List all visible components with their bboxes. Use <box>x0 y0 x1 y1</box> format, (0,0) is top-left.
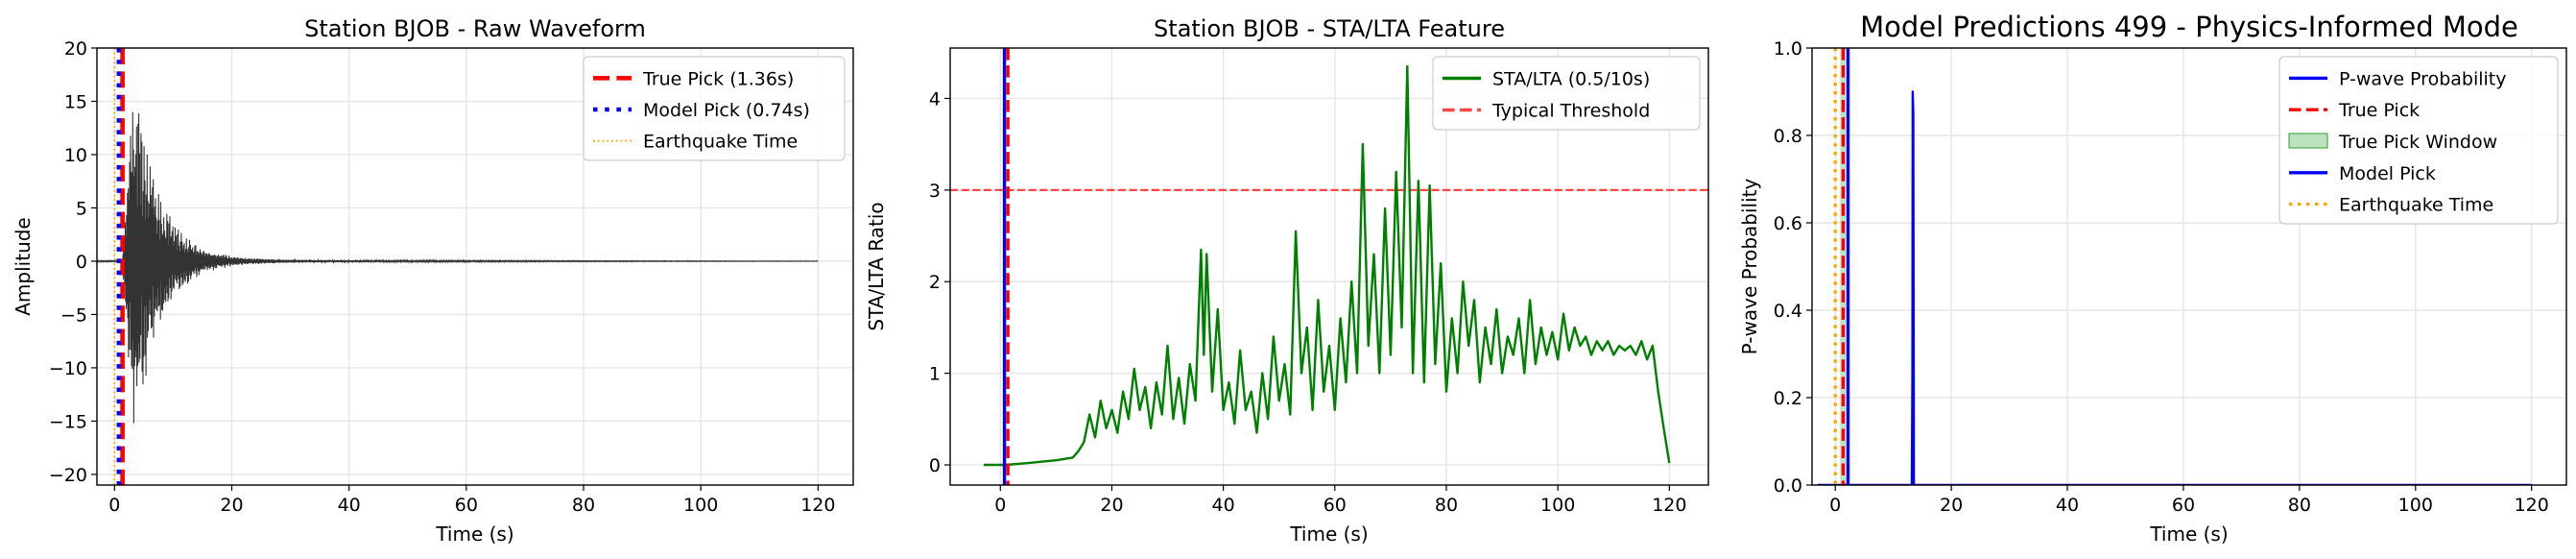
x-axis-label: Time (s) <box>2149 523 2228 546</box>
legend-label: P-wave Probability <box>2339 68 2507 89</box>
legend-label: Typical Threshold <box>1491 101 1650 122</box>
x-axis-label: Time (s) <box>1289 523 1368 546</box>
y-tick-label: 0.0 <box>1774 475 1802 497</box>
legend-label: STA/LTA (0.5/10s) <box>1492 69 1650 90</box>
x-tick-label: 120 <box>800 495 835 516</box>
x-tick-label: 40 <box>1212 495 1235 516</box>
chart-panel-2: 0 20 40 60 80 100 120 0 1 2 3 4 Station BJOB - STA/L… <box>865 15 1709 546</box>
y-tick-label: −5 <box>60 304 87 326</box>
legend-label: Earthquake Time <box>2339 195 2493 216</box>
x-tick-label: 100 <box>1540 495 1575 516</box>
y-tick-label: 20 <box>64 38 87 60</box>
plot-area <box>1818 48 2532 485</box>
x-tick-label: 60 <box>455 495 478 516</box>
y-axis-label: STA/LTA Ratio <box>865 202 888 330</box>
legend-box <box>2278 56 2559 225</box>
y-axis-label: Amplitude <box>12 217 35 316</box>
y-tick-label: −20 <box>49 465 87 486</box>
legend-label: True Pick <box>2338 100 2420 121</box>
legend-label: True Pick Window <box>2338 132 2497 153</box>
x-tick-label: 80 <box>572 495 595 516</box>
axes-frame <box>96 47 854 486</box>
y-tick-label: 15 <box>64 91 87 112</box>
plot-area <box>950 48 1708 485</box>
x-tick-label: 100 <box>683 495 718 516</box>
x-tick-label: 60 <box>1324 495 1347 516</box>
waveform-line <box>97 111 819 424</box>
chart-title: Model Predictions 499 - Physics-Informed… <box>1860 11 2518 43</box>
legend-label: Model Pick <box>2339 163 2436 184</box>
legend: STA/LTA (0.5/10s) Typical Threshold <box>1432 56 1701 131</box>
chart-title: Station BJOB - STA/LTA Feature <box>1154 15 1505 42</box>
x-tick-label: 80 <box>1435 495 1458 516</box>
y-tick-label: −10 <box>49 358 87 379</box>
y-tick-label: 0.2 <box>1774 388 1802 409</box>
legend: P-wave Probability True Pick True Pick Win… <box>2278 56 2559 225</box>
y-tick-label: −15 <box>49 411 87 432</box>
legend: True Pick (1.36s) Model Pick (0.74s) Earth… <box>583 56 846 161</box>
y-tick-label: 2 <box>929 272 941 293</box>
x-tick-label: 0 <box>994 495 1006 516</box>
legend-box <box>583 56 846 161</box>
chart-title: Station BJOB - Raw Waveform <box>304 15 646 42</box>
legend-label: True Pick (1.36s) <box>642 68 794 89</box>
plot-area <box>97 48 819 485</box>
y-tick-label: 0.6 <box>1774 213 1802 234</box>
y-axis-label: P-wave Probability <box>1738 179 1761 355</box>
series-line <box>1818 90 2532 485</box>
y-tick-label: 1 <box>929 364 941 385</box>
legend-label: Earthquake Time <box>643 132 798 153</box>
x-tick-label: 0 <box>108 495 120 516</box>
x-tick-label: 20 <box>220 495 243 516</box>
y-tick-label: 0.4 <box>1774 301 1802 322</box>
axes-frame <box>949 47 1709 486</box>
x-tick-label: 60 <box>2172 495 2195 516</box>
y-tick-label: 4 <box>929 88 941 109</box>
y-tick-label: 3 <box>929 181 941 202</box>
legend-label: Model Pick (0.74s) <box>643 100 810 121</box>
x-tick-label: 40 <box>2056 495 2079 516</box>
series-line <box>983 64 1671 467</box>
x-tick-label: 100 <box>2398 495 2433 516</box>
y-tick-label: 5 <box>76 198 87 219</box>
y-tick-label: 0 <box>929 455 941 476</box>
x-tick-label: 40 <box>338 495 361 516</box>
x-tick-label: 120 <box>2515 495 2549 516</box>
legend-box <box>1432 56 1701 131</box>
axes-frame <box>1811 47 2567 486</box>
y-tick-label: 0.8 <box>1774 126 1802 147</box>
x-tick-label: 120 <box>1652 495 1686 516</box>
legend-swatch <box>2288 133 2328 149</box>
chart-panel-1: 0 20 40 60 80 100 120 −20 −15 −10 −5 0 5 10 15 20 Statio… <box>12 15 854 546</box>
y-tick-label: 1.0 <box>1774 38 1802 60</box>
x-tick-label: 0 <box>1829 495 1841 516</box>
x-tick-label: 20 <box>1100 495 1123 516</box>
x-axis-label: Time (s) <box>435 523 513 546</box>
y-tick-label: 10 <box>64 145 87 166</box>
x-tick-label: 20 <box>1940 495 1963 516</box>
y-tick-label: 0 <box>76 252 87 273</box>
x-tick-label: 80 <box>2288 495 2311 516</box>
chart-panel-3: 0 20 40 60 80 100 120 0.0 0.2 0.4 0.6 0.8 1.0 Model P… <box>1738 11 2567 546</box>
